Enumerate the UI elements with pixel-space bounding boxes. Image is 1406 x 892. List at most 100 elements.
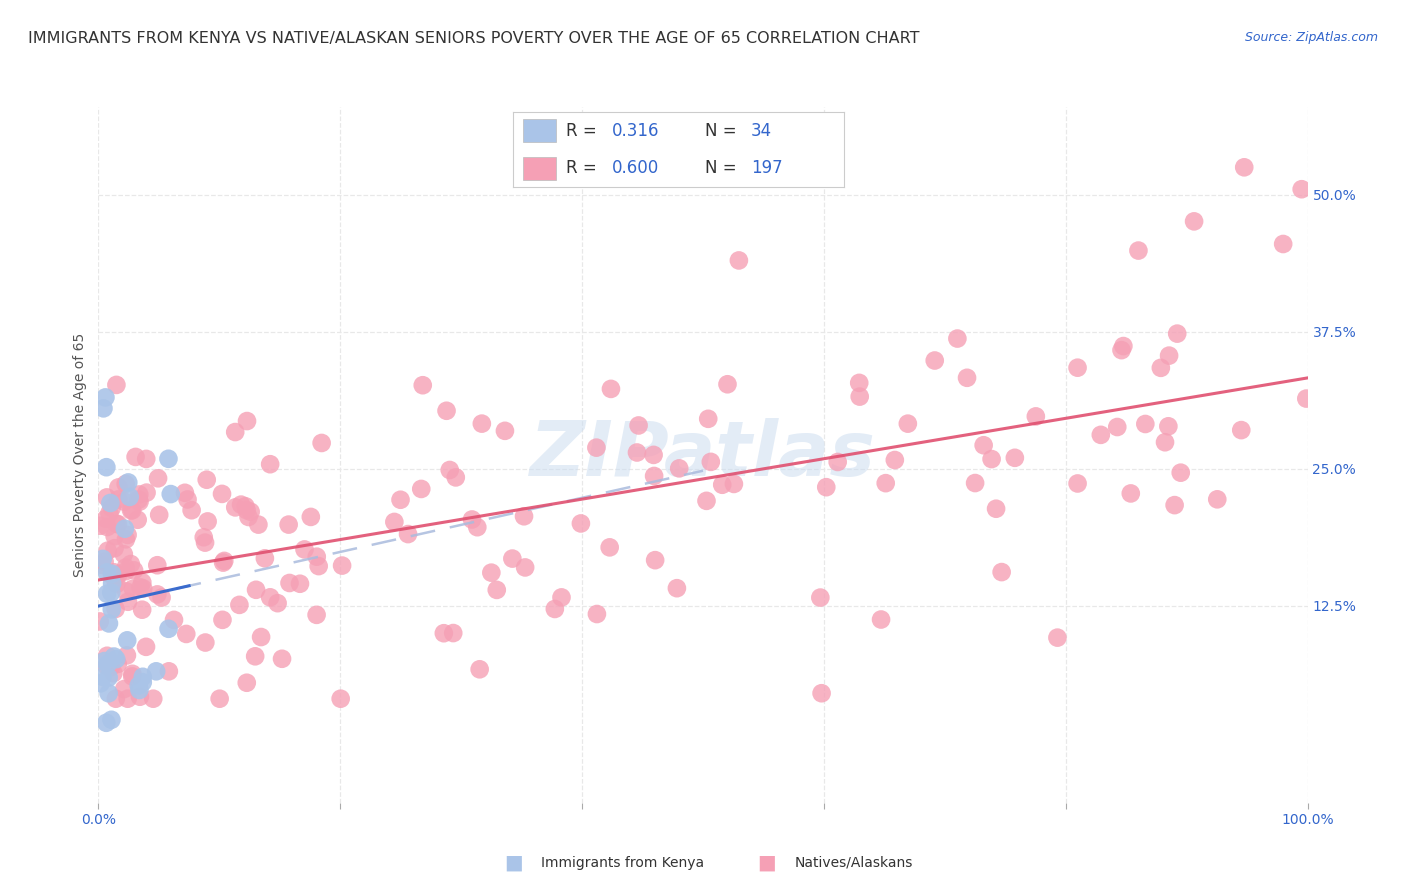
Point (107, 657, 129, 671)
Point (711, 477, 734, 491)
Point (544, 602, 567, 616)
Point (103, 666, 125, 681)
Point (101, 602, 124, 616)
Point (148, 508, 170, 522)
Point (485, 582, 508, 597)
Point (259, 591, 281, 605)
Point (97, 670, 120, 684)
Point (96, 659, 118, 673)
Point (471, 417, 494, 431)
Point (599, 541, 621, 555)
Point (135, 451, 157, 466)
Point (461, 512, 484, 526)
Point (103, 649, 125, 664)
Point (224, 500, 246, 515)
Point (716, 377, 738, 392)
Text: 0.600: 0.600 (613, 159, 659, 177)
Point (124, 450, 146, 464)
Point (105, 577, 128, 591)
Point (107, 517, 129, 532)
Text: Natives/Alaskans: Natives/Alaskans (794, 855, 912, 870)
Point (93, 555, 115, 569)
Point (117, 691, 139, 706)
Point (132, 582, 155, 596)
Point (277, 517, 299, 532)
Point (236, 675, 259, 690)
Point (146, 471, 169, 485)
Point (1272, 237, 1295, 252)
Point (174, 485, 197, 500)
Point (91, 670, 114, 684)
Point (1025, 409, 1047, 424)
Point (946, 332, 969, 346)
Point (122, 582, 145, 596)
Point (93, 654, 115, 668)
Point (299, 510, 322, 524)
Point (157, 622, 180, 636)
Point (308, 559, 330, 574)
Text: 197: 197 (751, 159, 783, 177)
Point (396, 527, 419, 541)
Text: IMMIGRANTS FROM KENYA VS NATIVE/ALASKAN SENIORS POVERTY OVER THE AGE OF 65 CORRE: IMMIGRANTS FROM KENYA VS NATIVE/ALASKAN … (28, 31, 920, 46)
Point (89, 615, 111, 629)
Point (157, 665, 180, 679)
Point (128, 492, 150, 507)
Point (827, 455, 849, 469)
Point (120, 557, 142, 571)
Point (129, 690, 152, 704)
Point (984, 501, 1007, 516)
Point (643, 448, 665, 462)
Point (700, 455, 723, 469)
Point (627, 418, 650, 433)
Point (101, 566, 124, 581)
Point (114, 560, 136, 574)
Point (121, 669, 143, 683)
Point (107, 480, 129, 494)
Point (163, 613, 186, 627)
Point (194, 635, 217, 649)
Point (728, 253, 751, 268)
Point (112, 681, 135, 696)
Point (211, 487, 233, 501)
Point (236, 414, 259, 428)
Point (1111, 343, 1133, 358)
Point (103, 541, 125, 556)
Point (193, 530, 215, 544)
Point (389, 492, 412, 507)
Point (135, 640, 157, 654)
Point (97, 616, 120, 631)
Text: ▪: ▪ (503, 848, 523, 877)
Point (810, 686, 832, 700)
Point (235, 503, 257, 517)
Point (723, 477, 745, 491)
Text: N =: N = (704, 159, 737, 177)
Point (250, 630, 273, 644)
Point (118, 490, 141, 504)
Point (643, 469, 665, 483)
Point (145, 665, 167, 679)
Point (129, 581, 152, 595)
Point (1150, 360, 1173, 375)
Text: R =: R = (567, 159, 596, 177)
Point (94, 512, 117, 526)
Point (174, 627, 197, 641)
Point (96, 587, 118, 601)
Point (146, 558, 169, 573)
Point (117, 528, 139, 542)
Point (1154, 435, 1177, 450)
Point (382, 515, 405, 529)
Point (120, 503, 142, 517)
Point (278, 576, 301, 591)
Point (104, 529, 127, 543)
Point (1206, 492, 1229, 507)
Point (697, 412, 720, 426)
Point (114, 477, 136, 491)
Point (100, 500, 122, 515)
Point (197, 515, 219, 529)
Point (238, 510, 260, 524)
Point (1159, 349, 1181, 363)
Point (112, 547, 135, 561)
Point (311, 436, 333, 450)
Point (513, 509, 536, 524)
Point (441, 626, 464, 640)
